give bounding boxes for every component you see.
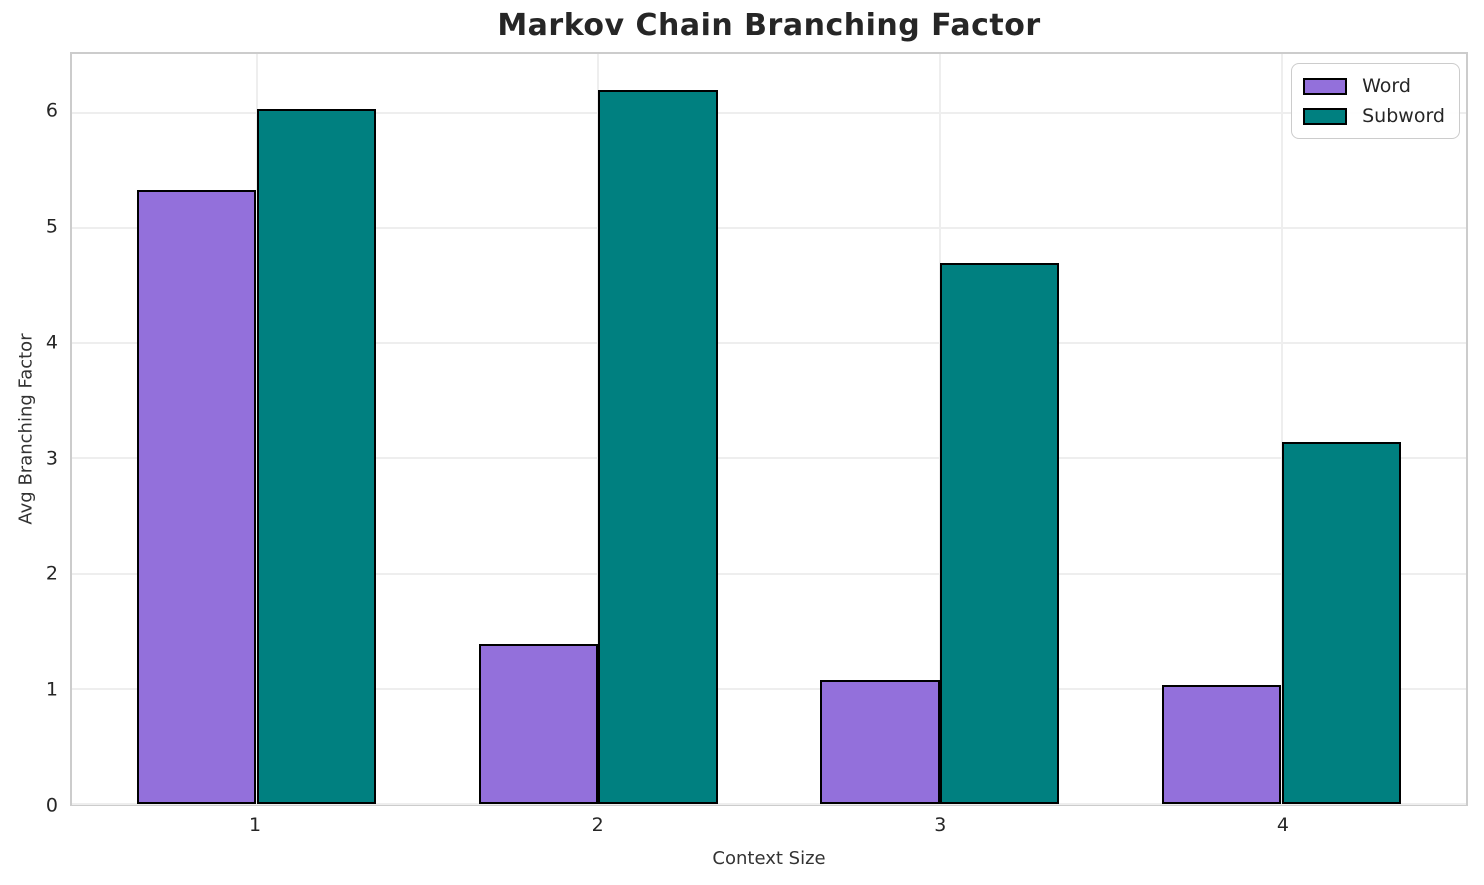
- y-tick-label: 3: [45, 447, 58, 470]
- plot-area: [70, 52, 1468, 806]
- legend-label: Subword: [1362, 104, 1445, 127]
- bar-word-4: [1161, 685, 1282, 804]
- h-gridline: [72, 111, 1466, 114]
- h-gridline: [72, 687, 1466, 690]
- x-tick-label: 4: [1276, 814, 1290, 836]
- legend-item-subword: Subword: [1303, 103, 1445, 129]
- bar-subword-1: [256, 109, 377, 804]
- legend-label: Word: [1362, 74, 1411, 97]
- v-gridline: [1280, 54, 1283, 804]
- y-tick-label: 0: [45, 794, 58, 817]
- x-axis-label: Context Size: [712, 848, 826, 869]
- y-tick-label: 6: [45, 99, 58, 122]
- y-tick-label: 4: [45, 331, 58, 354]
- chart-title: Markov Chain Branching Factor: [497, 8, 1041, 43]
- y-axis-label: Avg Branching Factor: [15, 333, 37, 525]
- bar-word-1: [136, 189, 257, 804]
- h-gridline: [72, 803, 1466, 805]
- x-tick-label: 2: [591, 814, 604, 836]
- x-tick-label: 3: [934, 814, 947, 836]
- legend-item-word: Word: [1303, 73, 1445, 99]
- h-gridline: [72, 572, 1466, 575]
- bar-subword-3: [939, 262, 1060, 804]
- bar-subword-4: [1281, 442, 1402, 804]
- h-gridline: [72, 457, 1466, 460]
- y-tick-label: 5: [45, 215, 58, 238]
- x-tick-label: 1: [248, 814, 262, 836]
- h-gridline: [72, 342, 1466, 345]
- y-tick-label: 1: [45, 678, 58, 701]
- legend-swatch-icon: [1303, 77, 1348, 95]
- y-tick-label: 2: [45, 562, 58, 585]
- bar-subword-2: [598, 89, 718, 804]
- bar-word-3: [820, 679, 940, 804]
- h-gridline: [72, 226, 1466, 229]
- legend-swatch-icon: [1303, 107, 1348, 125]
- bar-word-2: [478, 643, 599, 804]
- legend: Word Subword: [1291, 63, 1460, 139]
